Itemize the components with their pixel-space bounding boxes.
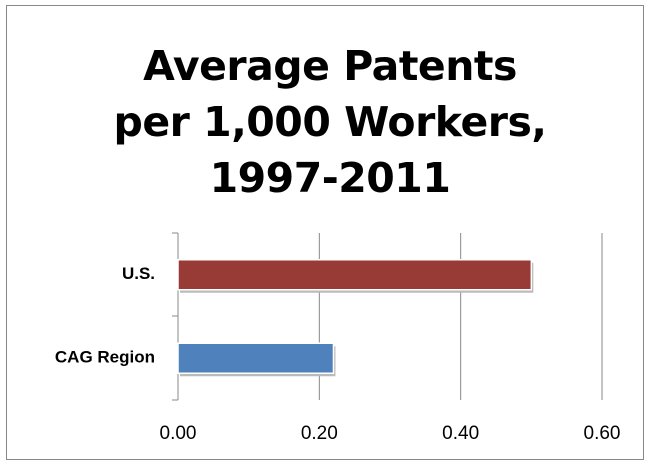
chart-border <box>6 5 644 460</box>
x-tick-label: 0.40 <box>442 423 479 444</box>
chart-title: Average Patents per 1,000 Workers, 1997-… <box>113 42 547 202</box>
x-tick-label: 0.20 <box>301 423 338 444</box>
bar <box>177 259 533 291</box>
bar <box>177 342 335 374</box>
x-tick-label: 0.00 <box>160 423 197 444</box>
y-tick-label: U.S. <box>122 264 155 283</box>
y-tick-label: CAG Region <box>55 348 155 367</box>
x-tick-label: 0.60 <box>584 423 621 444</box>
